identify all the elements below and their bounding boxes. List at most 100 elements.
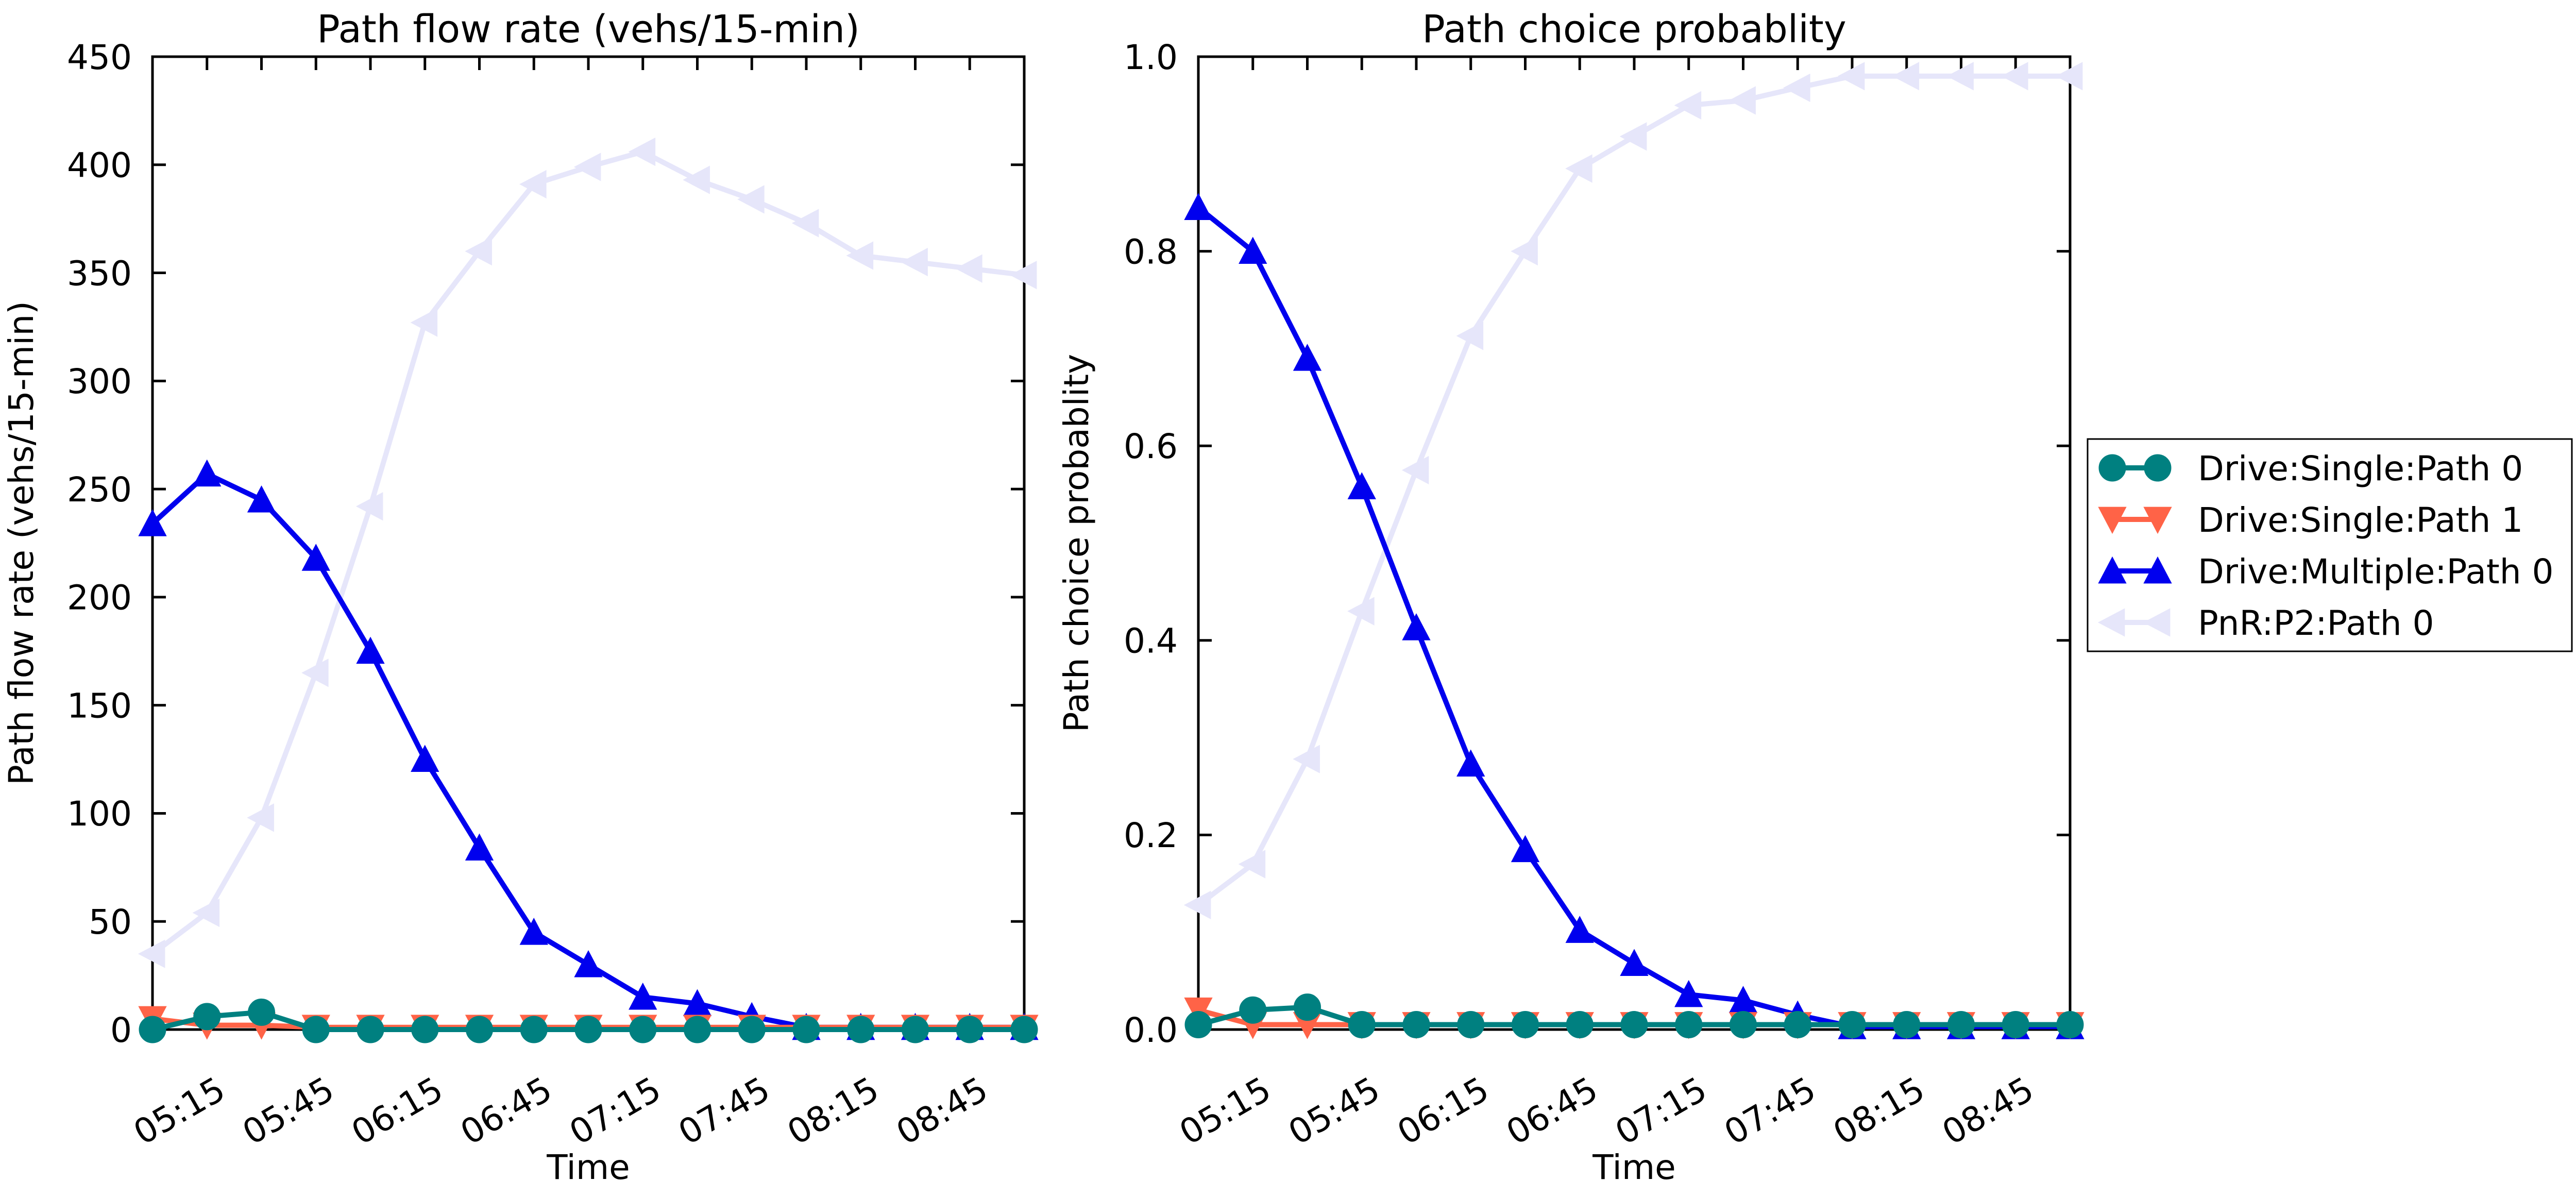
data-point xyxy=(2056,1011,2084,1039)
legend-marker xyxy=(2098,507,2127,534)
data-point xyxy=(138,509,167,536)
data-point xyxy=(2001,62,2028,91)
data-point xyxy=(1730,1011,1757,1039)
legend-item: Drive:Single:Path 1 xyxy=(2098,500,2523,540)
x-tick-label: 08:15 xyxy=(1827,1069,1931,1153)
y-axis-label: Path flow rate (vehs/15-min) xyxy=(2,301,41,785)
data-point xyxy=(1675,1011,1703,1039)
data-point xyxy=(792,1016,820,1043)
y-tick-label: 200 xyxy=(67,578,132,618)
x-tick-label: 06:45 xyxy=(454,1069,558,1153)
data-point xyxy=(1565,154,1592,183)
y-tick-label: 100 xyxy=(67,794,132,834)
data-point xyxy=(1401,456,1429,485)
series-line-4 xyxy=(1197,73,2070,907)
data-point xyxy=(520,1016,548,1043)
data-point xyxy=(302,1016,330,1043)
data-point xyxy=(1837,62,1865,91)
x-tick-label: 06:15 xyxy=(345,1069,450,1153)
data-point xyxy=(573,153,601,181)
data-point xyxy=(1619,122,1647,151)
data-point xyxy=(1456,322,1484,350)
y-tick-label: 0.0 xyxy=(1124,1010,1178,1050)
data-point xyxy=(193,459,222,487)
x-tick-label: 06:15 xyxy=(1391,1069,1496,1153)
data-point xyxy=(629,982,657,1010)
y-axis-label: Path choice probablity xyxy=(1057,354,1096,732)
data-point xyxy=(1348,1011,1376,1039)
data-point xyxy=(1010,1016,1038,1043)
y-tick-label: 0.8 xyxy=(1124,232,1178,272)
x-tick-label: 08:45 xyxy=(1936,1069,2040,1153)
data-point xyxy=(411,1016,439,1043)
y-tick-label: 250 xyxy=(67,470,132,510)
chart-panel-1: Path flow rate (vehs/15-min) 0 50 100 150 200… xyxy=(2,7,1039,1187)
data-point xyxy=(1946,62,1974,91)
legend-marker xyxy=(2098,556,2127,584)
data-point xyxy=(1783,73,1810,103)
data-point xyxy=(1784,1011,1811,1039)
y-tick-label: 0.6 xyxy=(1124,427,1178,466)
data-point xyxy=(247,803,274,832)
y-tick-label: 150 xyxy=(67,686,132,726)
y-tick-label: 300 xyxy=(67,362,132,401)
data-point xyxy=(1293,745,1320,773)
legend-label: Drive:Multiple:Path 0 xyxy=(2198,552,2554,592)
data-point xyxy=(2002,1011,2029,1039)
y-tick-label: 1.0 xyxy=(1124,38,1178,77)
data-point xyxy=(1512,1011,1539,1039)
x-tick-label: 05:15 xyxy=(127,1069,232,1153)
legend-item: Drive:Single:Path 0 xyxy=(2098,449,2523,488)
data-point xyxy=(574,1016,602,1043)
series-layer xyxy=(138,137,1039,1043)
data-point xyxy=(465,833,494,861)
data-point xyxy=(1947,1011,1975,1039)
series-line-4 xyxy=(150,149,1025,956)
x-tick-label: 07:45 xyxy=(1718,1069,1822,1153)
data-point xyxy=(1294,993,1321,1021)
x-tick-label: 08:45 xyxy=(890,1069,994,1153)
legend-marker xyxy=(2097,608,2125,637)
data-point xyxy=(301,659,329,687)
data-point xyxy=(1566,1011,1594,1039)
legend-item: PnR:P2:Path 0 xyxy=(2097,603,2434,643)
data-point xyxy=(738,1016,766,1043)
x-axis-label: Time xyxy=(1592,1148,1676,1187)
data-point xyxy=(1838,1011,1866,1039)
x-axis-label: Time xyxy=(546,1148,630,1187)
x-tick-label: 07:45 xyxy=(672,1069,776,1153)
legend-marker xyxy=(2144,454,2172,482)
legend-label: PnR:P2:Path 0 xyxy=(2198,603,2434,643)
data-point xyxy=(1674,980,1703,1007)
y-tick-label: 50 xyxy=(89,902,132,942)
data-point xyxy=(684,1016,711,1043)
plot-frame xyxy=(1197,55,2072,1031)
data-point xyxy=(574,950,603,977)
legend-marker xyxy=(2143,556,2172,584)
data-point xyxy=(357,1016,384,1043)
data-point xyxy=(1892,62,1920,91)
data-point xyxy=(1184,997,1213,1025)
data-point xyxy=(847,1016,875,1043)
series-line-3 xyxy=(1196,205,2070,1030)
data-point xyxy=(411,745,439,772)
chart-title: Path flow rate (vehs/15-min) xyxy=(317,7,860,52)
legend-label: Drive:Single:Path 1 xyxy=(2198,500,2523,540)
data-point xyxy=(247,485,276,513)
x-tick-label: 05:45 xyxy=(1282,1069,1386,1153)
data-point xyxy=(628,137,656,166)
data-point xyxy=(1457,1011,1485,1039)
x-tick-label: 06:45 xyxy=(1500,1069,1604,1153)
plot-frame xyxy=(151,55,1026,1031)
data-point xyxy=(1293,344,1322,371)
data-point xyxy=(356,636,385,664)
data-point xyxy=(1728,86,1756,115)
legend-item: Drive:Multiple:Path 0 xyxy=(2098,552,2554,592)
data-point xyxy=(2055,62,2083,91)
data-point xyxy=(466,1016,493,1043)
series-line-3 xyxy=(150,471,1024,1030)
data-point xyxy=(1239,996,1267,1024)
data-point xyxy=(1183,890,1211,919)
data-point xyxy=(1456,749,1485,777)
